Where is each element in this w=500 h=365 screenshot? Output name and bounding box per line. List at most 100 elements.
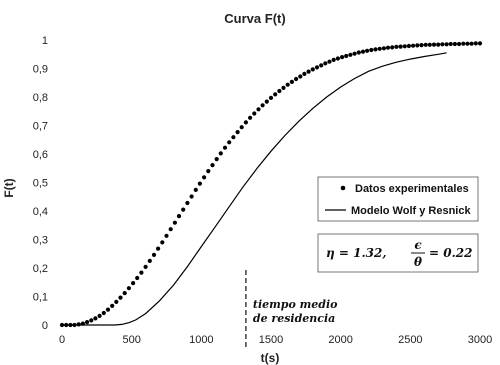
data-point bbox=[131, 281, 136, 286]
data-point bbox=[181, 207, 186, 212]
legend-box bbox=[317, 176, 479, 222]
formula-eta: η = 1.32, bbox=[326, 246, 387, 260]
chart-title: Curva F(t) bbox=[224, 11, 285, 26]
legend-label-experimental: Datos experimentales bbox=[355, 183, 469, 195]
data-point bbox=[331, 57, 336, 63]
data-point bbox=[457, 41, 462, 47]
data-point bbox=[352, 51, 357, 56]
data-point bbox=[427, 42, 432, 47]
data-point bbox=[139, 270, 144, 275]
x-tick-label: 1500 bbox=[259, 334, 283, 346]
data-point bbox=[243, 120, 248, 125]
formula-theta: θ bbox=[414, 255, 422, 269]
data-point bbox=[227, 140, 232, 145]
y-tick-label: 0,4 bbox=[33, 206, 48, 218]
data-point bbox=[85, 320, 90, 325]
data-point bbox=[306, 69, 311, 74]
data-point bbox=[448, 41, 453, 47]
y-tick-label: 0 bbox=[42, 320, 48, 332]
annotation-line-2: de residencia bbox=[253, 312, 335, 325]
data-point bbox=[406, 43, 411, 49]
data-point bbox=[114, 299, 119, 304]
data-point bbox=[377, 46, 382, 51]
data-point bbox=[110, 303, 115, 308]
data-point bbox=[231, 135, 236, 140]
data-point bbox=[465, 41, 470, 46]
data-point bbox=[277, 88, 282, 94]
data-point bbox=[415, 43, 420, 48]
data-point bbox=[394, 44, 399, 49]
x-axis-label: t(s) bbox=[261, 351, 280, 365]
data-point bbox=[252, 111, 257, 116]
data-point bbox=[101, 310, 106, 316]
data-point bbox=[340, 55, 345, 60]
y-tick-label: 0,5 bbox=[33, 178, 48, 190]
data-point bbox=[147, 258, 152, 263]
data-point bbox=[356, 50, 361, 55]
data-point bbox=[381, 46, 386, 51]
formula-box bbox=[317, 233, 479, 273]
data-point bbox=[298, 74, 303, 79]
data-point bbox=[239, 125, 244, 130]
x-tick-label: 500 bbox=[122, 334, 140, 346]
data-point bbox=[256, 107, 261, 112]
data-point bbox=[423, 42, 428, 47]
data-point bbox=[122, 291, 127, 296]
y-tick-label: 1 bbox=[42, 35, 48, 47]
data-point bbox=[310, 67, 315, 72]
data-point bbox=[344, 53, 349, 59]
data-point bbox=[151, 252, 157, 257]
data-point bbox=[214, 157, 219, 162]
y-tick-label: 0,7 bbox=[33, 121, 48, 133]
data-point bbox=[402, 44, 407, 49]
data-point bbox=[172, 220, 177, 225]
data-point bbox=[444, 42, 449, 47]
data-point bbox=[385, 45, 391, 50]
data-point bbox=[452, 41, 457, 47]
y-tick-label: 0,8 bbox=[33, 92, 48, 104]
data-point bbox=[281, 85, 286, 90]
data-point bbox=[156, 246, 161, 251]
data-point bbox=[285, 82, 290, 87]
data-point bbox=[461, 41, 466, 46]
data-point bbox=[469, 41, 474, 46]
data-point bbox=[97, 313, 102, 318]
formula-epsilon: ϵ bbox=[414, 238, 422, 252]
data-point bbox=[436, 42, 441, 47]
data-point bbox=[419, 43, 424, 48]
model-line bbox=[62, 52, 447, 326]
legend-marker-experimental bbox=[340, 185, 346, 191]
data-point bbox=[369, 47, 374, 53]
data-point bbox=[477, 41, 483, 46]
formula-value: = 0.22 bbox=[429, 246, 472, 260]
data-point bbox=[327, 59, 332, 64]
data-point bbox=[294, 76, 299, 82]
data-point bbox=[314, 65, 320, 70]
x-tick-label: 2000 bbox=[328, 334, 352, 346]
data-point bbox=[373, 47, 378, 52]
data-point bbox=[197, 181, 202, 186]
x-tick-label: 2500 bbox=[398, 334, 422, 346]
legend-label-model: Modelo Wolf y Resnick bbox=[351, 205, 471, 217]
x-tick-label: 3000 bbox=[468, 334, 492, 346]
data-point bbox=[202, 175, 207, 180]
x-tick-label: 0 bbox=[59, 334, 65, 346]
data-point bbox=[411, 43, 416, 48]
y-tick-label: 0,3 bbox=[33, 235, 48, 247]
data-point bbox=[210, 163, 215, 168]
data-point bbox=[126, 286, 131, 291]
y-tick-label: 0,6 bbox=[33, 149, 48, 161]
data-point bbox=[302, 71, 307, 76]
data-point bbox=[360, 49, 366, 54]
y-axis-label: F(t) bbox=[2, 178, 16, 197]
legend: Datos experimentales Modelo Wolf y Resnic… bbox=[317, 176, 479, 222]
data-point bbox=[135, 275, 140, 281]
data-point bbox=[89, 318, 94, 323]
data-point bbox=[189, 194, 194, 199]
data-point bbox=[273, 92, 278, 97]
data-point bbox=[440, 42, 445, 47]
data-point bbox=[222, 145, 228, 150]
data-point bbox=[206, 169, 211, 174]
